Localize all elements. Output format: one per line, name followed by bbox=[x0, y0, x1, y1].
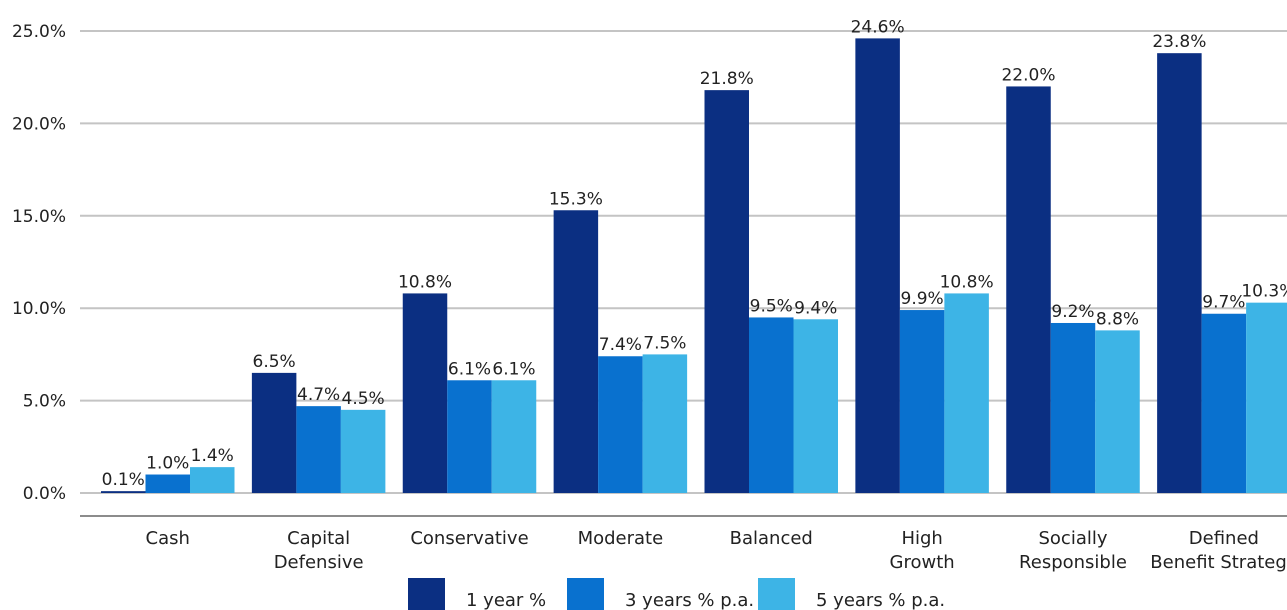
data-label: 6.1% bbox=[492, 359, 535, 379]
bar bbox=[598, 356, 643, 493]
x-category-label: High bbox=[901, 528, 942, 549]
bar bbox=[794, 319, 839, 493]
y-tick-label: 25.0% bbox=[12, 22, 66, 42]
x-category-label: Defensive bbox=[274, 552, 364, 573]
legend-label: 3 years % p.a. bbox=[625, 590, 754, 610]
x-category-label: Conservative bbox=[410, 528, 528, 549]
data-label: 15.3% bbox=[549, 189, 603, 209]
x-category-label: Defined bbox=[1189, 528, 1259, 549]
x-category-label: Cash bbox=[146, 528, 190, 549]
data-label: 9.4% bbox=[794, 298, 837, 318]
y-tick-label: 5.0% bbox=[23, 392, 66, 412]
y-tick-label: 15.0% bbox=[12, 207, 66, 227]
bar bbox=[1202, 314, 1247, 493]
y-tick-label: 20.0% bbox=[12, 114, 66, 134]
bar bbox=[1157, 53, 1202, 493]
data-label: 8.8% bbox=[1096, 309, 1139, 329]
data-label: 1.4% bbox=[191, 446, 234, 466]
bar bbox=[1051, 323, 1096, 493]
y-tick-label: 10.0% bbox=[12, 299, 66, 319]
data-label: 21.8% bbox=[700, 69, 754, 89]
data-label: 9.9% bbox=[901, 289, 944, 309]
x-category-label: Responsible bbox=[1019, 552, 1127, 573]
data-label: 9.5% bbox=[750, 296, 793, 316]
bar bbox=[252, 373, 297, 493]
legend-label: 1 year % bbox=[466, 590, 546, 610]
bar bbox=[296, 406, 341, 493]
data-label: 10.8% bbox=[940, 272, 994, 292]
x-category-label: Socially bbox=[1038, 528, 1107, 549]
bars bbox=[101, 38, 1287, 493]
bar bbox=[749, 317, 794, 493]
bar bbox=[492, 380, 537, 493]
bar bbox=[101, 491, 146, 493]
data-label: 1.0% bbox=[146, 454, 189, 474]
data-label: 9.7% bbox=[1202, 293, 1245, 313]
data-label: 7.4% bbox=[599, 335, 642, 355]
data-label: 0.1% bbox=[102, 470, 145, 490]
data-label: 24.6% bbox=[851, 17, 905, 37]
bar bbox=[855, 38, 900, 493]
bar bbox=[341, 410, 386, 493]
x-category-label: Benefit Strategy bbox=[1150, 552, 1287, 573]
data-label: 6.1% bbox=[448, 359, 491, 379]
bar bbox=[1095, 330, 1140, 493]
data-label: 22.0% bbox=[1001, 65, 1055, 85]
bar bbox=[146, 475, 191, 493]
data-label: 9.2% bbox=[1051, 302, 1094, 322]
y-tick-label: 0.0% bbox=[23, 484, 66, 504]
x-category-label: Moderate bbox=[578, 528, 664, 549]
legend: 1 year % 3 years % p.a. 5 years % p.a. bbox=[408, 578, 945, 610]
y-axis-tick-labels: 0.0% 5.0% 10.0% 15.0% 20.0% 25.0% bbox=[12, 22, 66, 504]
legend-swatch bbox=[408, 578, 445, 610]
bar bbox=[900, 310, 945, 493]
bar bbox=[403, 293, 448, 493]
bar bbox=[1246, 303, 1287, 493]
data-label: 6.5% bbox=[253, 352, 296, 372]
data-label: 23.8% bbox=[1152, 32, 1206, 52]
x-axis-category-labels: Cash Capital Defensive Conservative Moderate… bbox=[146, 528, 1287, 573]
data-label: 10.8% bbox=[398, 272, 452, 292]
bar bbox=[643, 354, 688, 493]
bar bbox=[705, 90, 750, 493]
x-category-label: Capital bbox=[287, 528, 350, 549]
legend-swatch bbox=[758, 578, 795, 610]
bar bbox=[554, 210, 599, 493]
data-label: 7.5% bbox=[643, 333, 686, 353]
legend-swatch bbox=[567, 578, 604, 610]
data-label: 10.3% bbox=[1241, 282, 1287, 302]
x-category-label: Growth bbox=[890, 552, 955, 573]
data-label: 4.5% bbox=[342, 389, 385, 409]
bar bbox=[1006, 86, 1051, 493]
x-category-label: Balanced bbox=[730, 528, 813, 549]
data-label: 4.7% bbox=[297, 385, 340, 405]
legend-label: 5 years % p.a. bbox=[816, 590, 945, 610]
bar bbox=[190, 467, 235, 493]
bar bbox=[447, 380, 492, 493]
bar bbox=[944, 293, 989, 493]
